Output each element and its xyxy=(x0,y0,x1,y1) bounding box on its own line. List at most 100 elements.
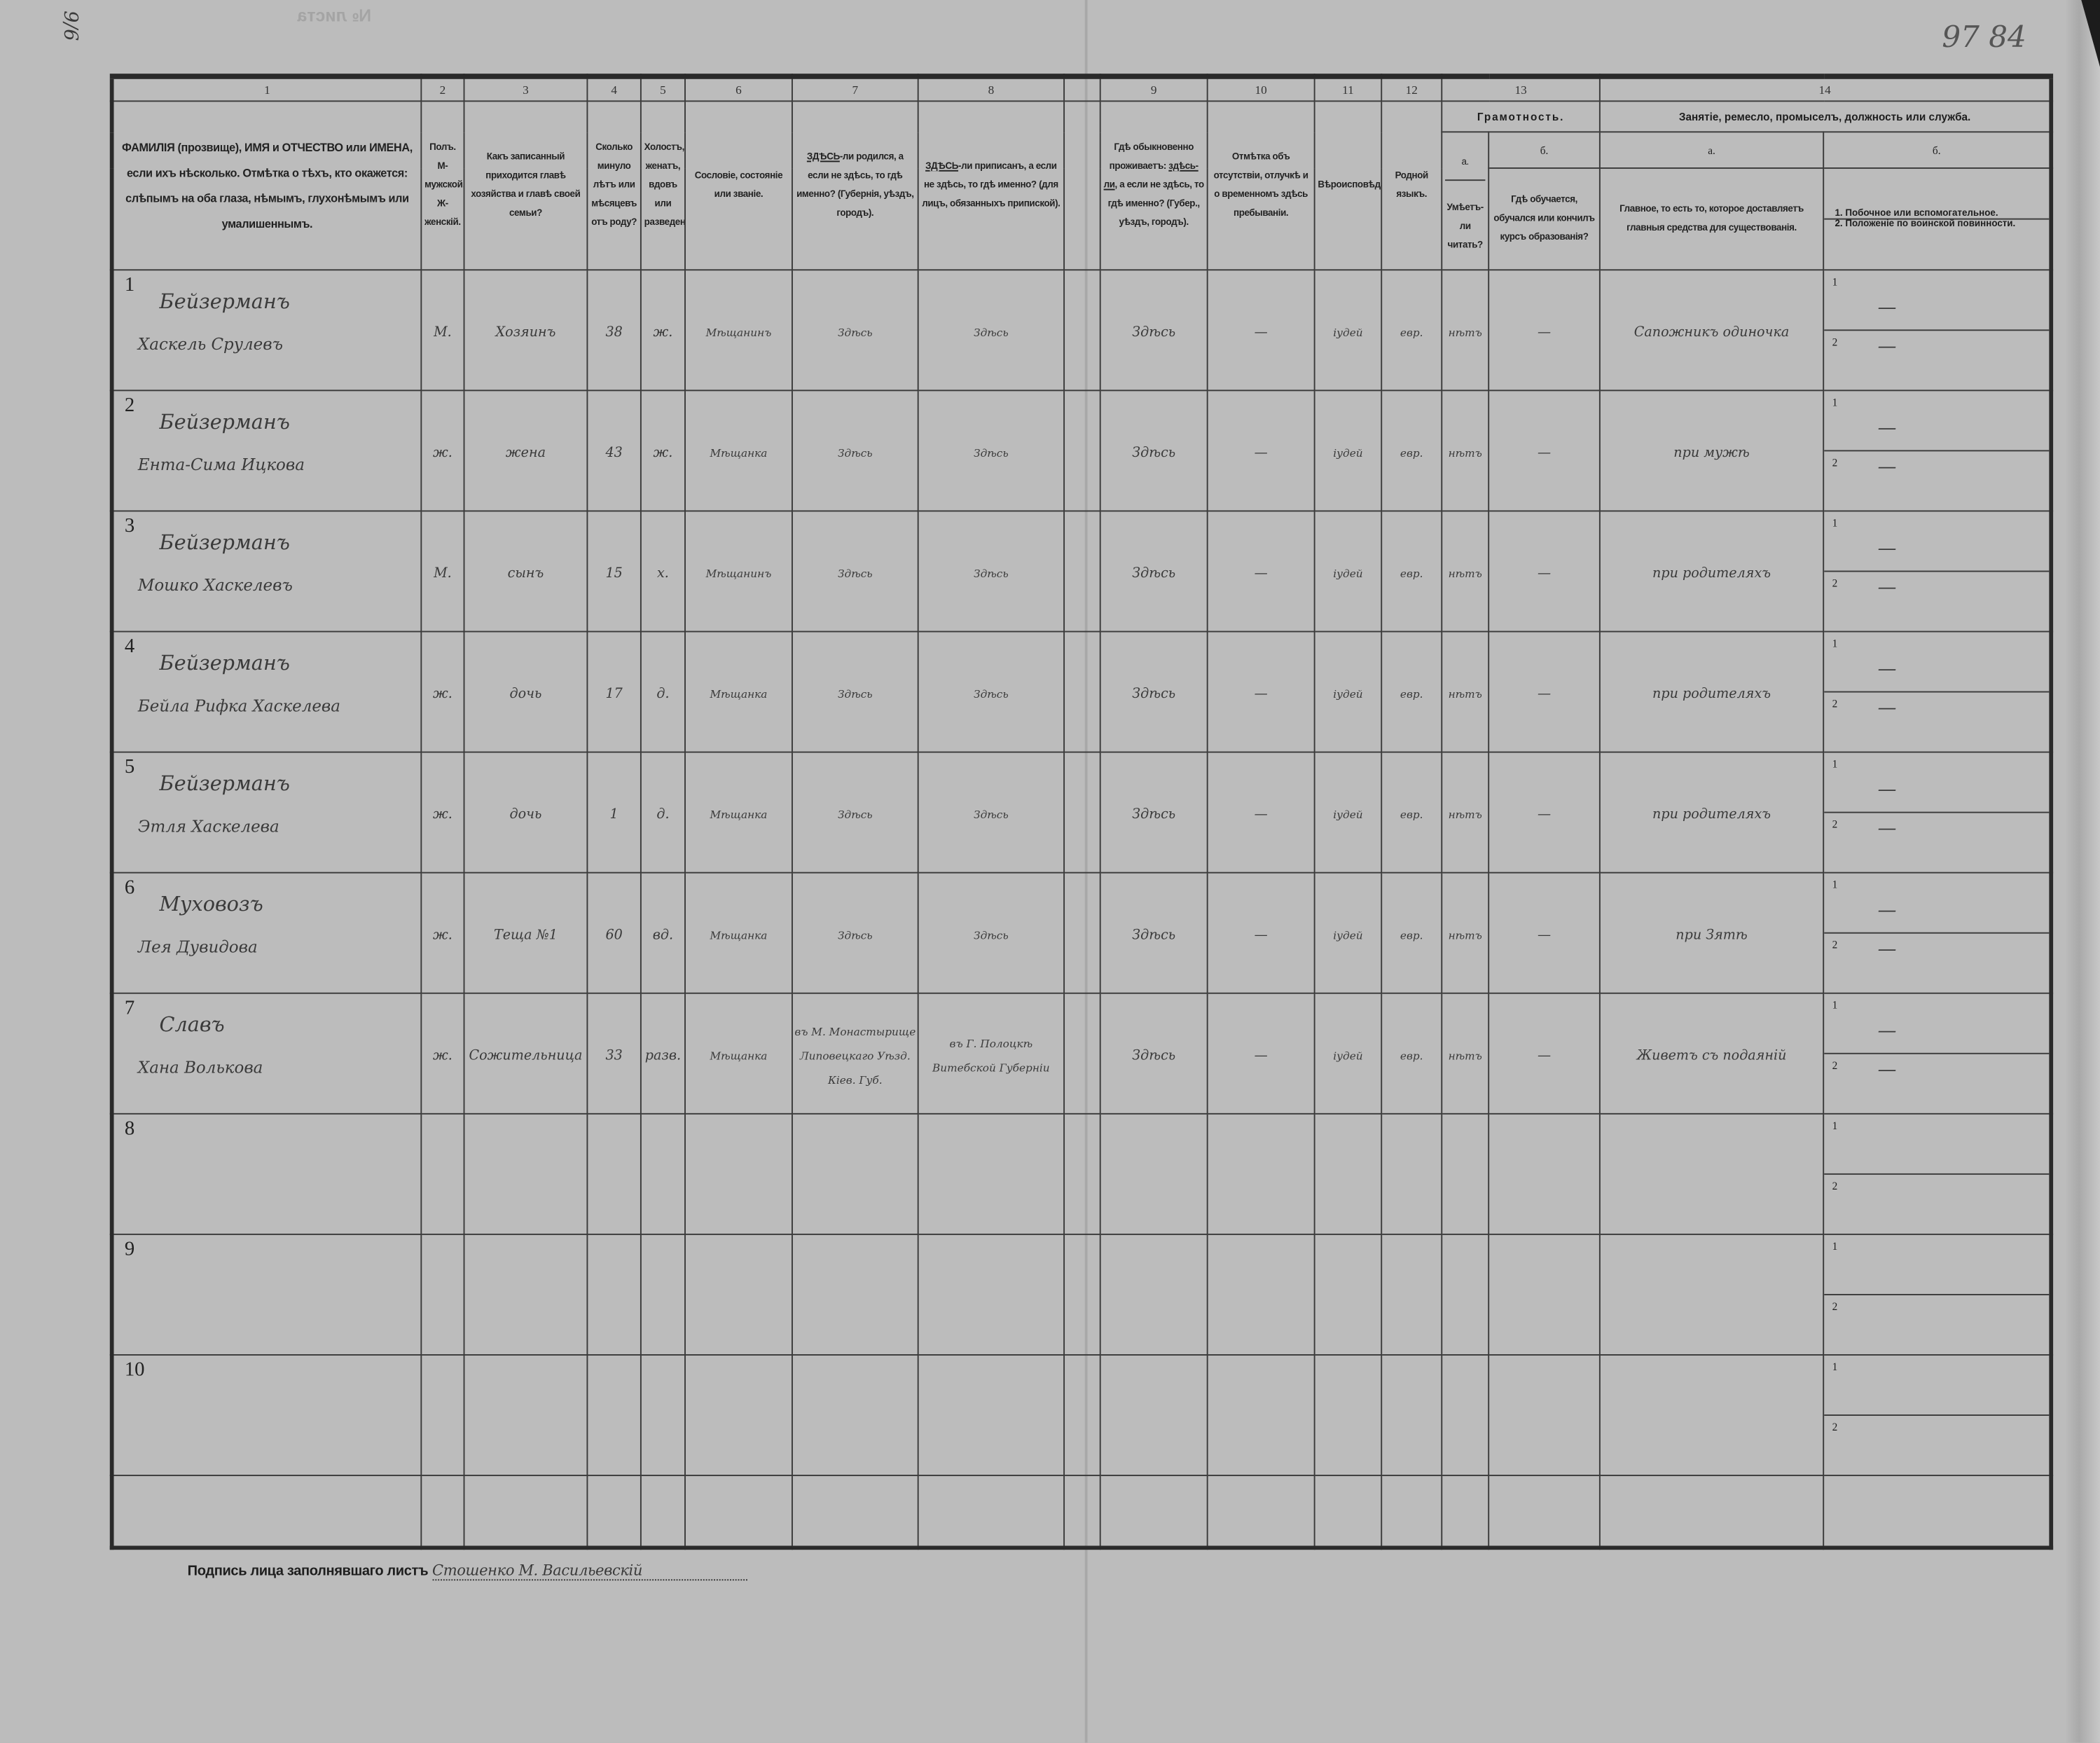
age-cell: 33 xyxy=(586,992,642,1115)
name-cell: 8 xyxy=(111,1112,422,1235)
sex-cell: ж. xyxy=(420,992,465,1115)
table-row: 2 Бейзерманъ Ента-Сима Ицкова ж. жена 43 ж. Мѣщ… xyxy=(111,390,2052,512)
header-marital: Холостъ, женатъ, вдовъ или разведенъ. xyxy=(640,100,686,271)
absence-cell: — xyxy=(1206,631,1315,753)
row-number: 2 xyxy=(124,395,135,417)
education-cell: — xyxy=(1488,992,1601,1115)
education-value: — xyxy=(1537,928,1552,943)
sub-line-number: 2 xyxy=(1832,1300,1838,1313)
secondary-military-cell: 1 — 2 — xyxy=(1823,269,2052,392)
language-cell: евр. xyxy=(1381,510,1443,633)
birthplace-value: Здѣсь xyxy=(837,446,873,459)
secondary-value: — xyxy=(1877,659,1897,681)
header-residence-emph: здѣсь-ли xyxy=(1103,161,1199,190)
row-number: 1 xyxy=(124,274,135,296)
age-value: 43 xyxy=(605,445,623,460)
can-read-value: нѣтъ xyxy=(1448,1049,1482,1062)
occupation-cell xyxy=(1598,1112,1825,1235)
sub-line-number: 1 xyxy=(1832,638,1838,650)
religion-cell: іудей xyxy=(1313,631,1383,753)
occupation-value: при родителяхъ xyxy=(1652,565,1771,581)
header-literacy: Грамотность. xyxy=(1441,100,1601,133)
col-number: 2 xyxy=(420,76,465,102)
secondary-value: — xyxy=(1877,297,1897,319)
header-birthplace: ЗДѢСЬ-ли родился, а если не здѣсь, то гд… xyxy=(791,100,919,271)
secondary-military-cell: 1 — 2 — xyxy=(1823,872,2052,994)
military-value: — xyxy=(1877,818,1897,840)
relation-cell: сынъ xyxy=(463,510,588,633)
can-read-value: нѣтъ xyxy=(1448,808,1482,821)
absence-value: — xyxy=(1254,806,1268,822)
row-number: 10 xyxy=(124,1359,145,1382)
name-cell: 3 Бейзерманъ Мошко Хаскелевъ xyxy=(111,510,422,633)
table-row: 1 Бейзерманъ Хаскель Срулевъ М. Хозяинъ 38 ж. М… xyxy=(111,269,2052,392)
religion-cell: іудей xyxy=(1313,510,1383,633)
absence-value: — xyxy=(1254,1048,1268,1063)
header-secondary: 1. Побочное или вспомогательное. 2. Полож… xyxy=(1823,167,2052,271)
language-cell: евр. xyxy=(1381,390,1443,512)
marital-value: ж. xyxy=(653,324,673,340)
sublabel-b: б. xyxy=(1823,131,2052,169)
residence-value: Здѣсь xyxy=(1132,565,1176,581)
birthplace-cell: Здѣсь xyxy=(791,390,919,512)
language-cell xyxy=(1381,1354,1443,1477)
col-number: 8 xyxy=(917,76,1065,102)
surname: Славъ xyxy=(159,1012,225,1037)
sub-line-number: 1 xyxy=(1832,1360,1838,1373)
row-number: 5 xyxy=(124,757,135,778)
blank-fold-cell xyxy=(1063,751,1101,874)
birthplace-cell: Здѣсь xyxy=(791,872,919,994)
col-number: 12 xyxy=(1381,76,1443,102)
religion-cell: іудей xyxy=(1313,269,1383,392)
row-number: 9 xyxy=(124,1239,135,1261)
can-read-cell: нѣтъ xyxy=(1441,992,1490,1115)
can-read-cell: нѣтъ xyxy=(1441,751,1490,874)
surname: Бейзерманъ xyxy=(159,771,290,796)
registration-value: Здѣсь xyxy=(974,446,1009,459)
language-cell: евр. xyxy=(1381,872,1443,994)
estate-value: Мѣщанка xyxy=(710,1049,768,1062)
sub-line-number: 1 xyxy=(1832,879,1838,891)
secondary-military-cell: 1 — 2 — xyxy=(1823,992,2052,1115)
marital-cell xyxy=(640,1354,686,1477)
header-can-read: а. Умѣетъ-ли читать? xyxy=(1441,131,1490,271)
relation-value: Теща №1 xyxy=(493,928,558,943)
education-cell: — xyxy=(1488,751,1601,874)
given-name: Хана Волькова xyxy=(137,1058,263,1077)
table-row: 5 Бейзерманъ Этля Хаскелева ж. дочь 1 д. Мѣщанк… xyxy=(111,751,2052,874)
language-value: евр. xyxy=(1400,326,1423,338)
occupation-value: при родителяхъ xyxy=(1652,806,1771,822)
residence-cell: Здѣсь xyxy=(1099,510,1208,633)
col-number: 9 xyxy=(1099,76,1208,102)
age-value: 60 xyxy=(605,928,623,943)
sub-line-number: 1 xyxy=(1832,758,1838,771)
relation-value: сынъ xyxy=(507,565,544,581)
religion-value: іудей xyxy=(1333,1049,1363,1062)
registration-value: Здѣсь xyxy=(974,687,1009,701)
header-row-descriptions: Гдѣ обучается, обучался или кончилъ курс… xyxy=(112,167,2052,271)
marital-cell: ж. xyxy=(640,269,686,392)
surname: Муховозъ xyxy=(159,892,263,916)
relation-cell: жена xyxy=(463,390,588,512)
relation-cell: дочь xyxy=(463,751,588,874)
education-cell: — xyxy=(1488,390,1601,512)
sex-cell: М. xyxy=(420,510,465,633)
name-cell: 10 xyxy=(111,1354,422,1477)
sub-line-number: 1 xyxy=(1832,999,1838,1012)
given-name: Хаскель Срулевъ xyxy=(137,335,283,354)
estate-cell: Мѣщанка xyxy=(684,390,793,512)
row-number: 7 xyxy=(124,998,135,1020)
header-residence: Гдѣ обыкновенно проживаетъ: здѣсь-ли, а … xyxy=(1099,100,1208,271)
birthplace-cell: въ М. Монастырище Липовецкаго Уѣзд. Кiев… xyxy=(791,992,919,1115)
language-value: евр. xyxy=(1400,446,1423,459)
birthplace-cell: Здѣсь xyxy=(791,631,919,753)
blank-fold-cell xyxy=(1063,1354,1101,1477)
estate-cell xyxy=(684,1354,793,1477)
header-occupation: Занятіе, ремесло, промыселъ, должность и… xyxy=(1598,100,2052,133)
sex-cell xyxy=(420,1233,465,1356)
registration-cell xyxy=(917,1354,1065,1477)
religion-cell xyxy=(1313,1233,1383,1356)
absence-value: — xyxy=(1254,928,1268,943)
